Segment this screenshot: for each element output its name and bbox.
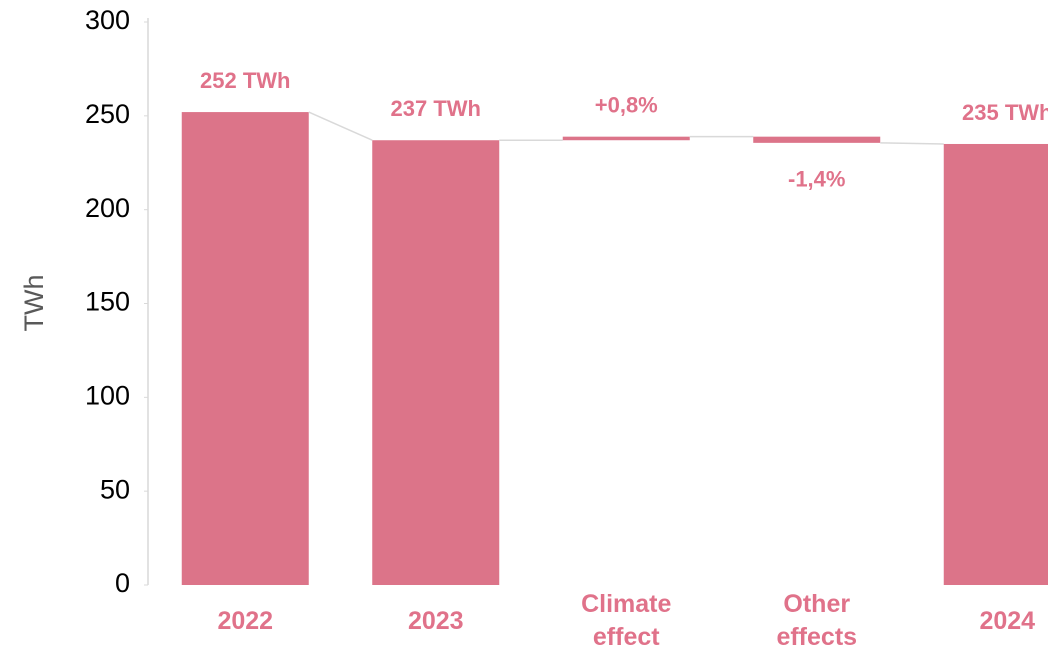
y-tick-label: 0 [115, 568, 130, 598]
value-label: -1,4% [788, 167, 845, 192]
value-label: 252 TWh [200, 68, 290, 93]
y-tick-label: 300 [85, 5, 130, 35]
y-tick-label: 100 [85, 380, 130, 410]
bar [753, 136, 881, 143]
y-tick-label: 50 [100, 474, 130, 504]
y-tick-label: 200 [85, 193, 130, 223]
bar [372, 140, 500, 586]
value-label: 237 TWh [391, 96, 481, 121]
x-tick-label: Climate effect [581, 590, 672, 651]
connector [308, 111, 373, 141]
y-tick-label: 150 [85, 287, 130, 317]
y-axis-label: TWh [19, 275, 49, 332]
x-tick-label: Other effects [776, 590, 858, 651]
bar [562, 136, 690, 141]
x-tick-label: 2024 [979, 607, 1036, 635]
bar [943, 143, 1048, 585]
connector [880, 142, 944, 145]
value-label: 235 TWh [962, 100, 1048, 125]
x-tick-label: 2022 [217, 607, 274, 635]
y-tick-label: 250 [85, 99, 130, 129]
x-tick-label: 2023 [407, 607, 464, 635]
value-label: +0,8% [595, 92, 658, 117]
bar [181, 112, 309, 585]
